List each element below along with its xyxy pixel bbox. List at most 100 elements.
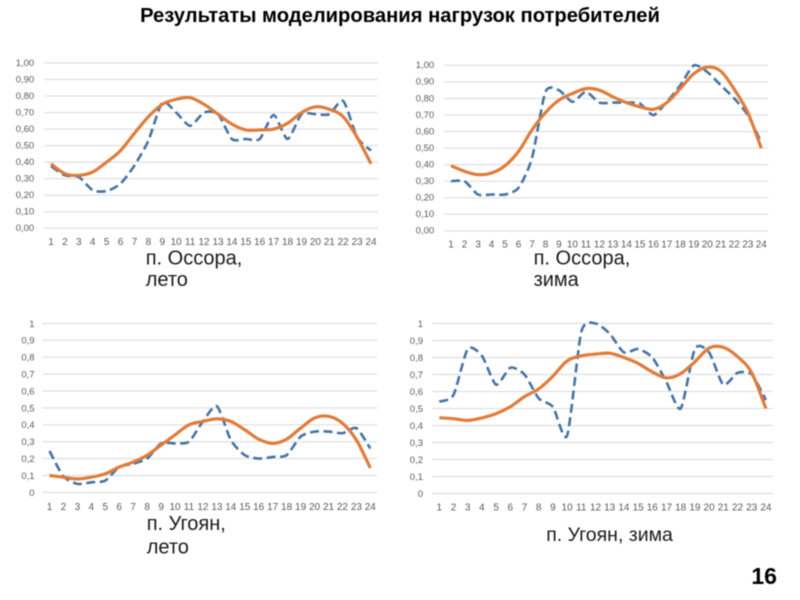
svg-text:3: 3 bbox=[75, 502, 81, 513]
svg-text:24: 24 bbox=[756, 239, 768, 250]
svg-text:п. Оссора,: п. Оссора, bbox=[534, 248, 631, 270]
svg-text:0,4: 0,4 bbox=[21, 420, 34, 431]
svg-text:16: 16 bbox=[751, 563, 777, 589]
svg-text:16: 16 bbox=[254, 237, 266, 248]
svg-text:5: 5 bbox=[103, 502, 109, 513]
svg-text:7: 7 bbox=[522, 503, 528, 514]
svg-text:0,20: 0,20 bbox=[16, 190, 35, 201]
svg-text:0,5: 0,5 bbox=[21, 403, 34, 414]
svg-text:19: 19 bbox=[296, 237, 308, 248]
svg-text:2: 2 bbox=[61, 502, 67, 513]
svg-text:15: 15 bbox=[240, 237, 252, 248]
svg-text:24: 24 bbox=[365, 237, 377, 248]
svg-text:0,2: 0,2 bbox=[21, 454, 34, 465]
svg-text:20: 20 bbox=[704, 503, 716, 514]
svg-text:0,10: 0,10 bbox=[16, 207, 35, 218]
svg-text:0,5: 0,5 bbox=[410, 404, 423, 415]
svg-text:9: 9 bbox=[160, 237, 166, 248]
svg-text:22: 22 bbox=[729, 239, 741, 250]
svg-text:0,70: 0,70 bbox=[16, 107, 35, 118]
svg-text:2: 2 bbox=[62, 237, 68, 248]
svg-text:15: 15 bbox=[633, 503, 645, 514]
svg-text:22: 22 bbox=[732, 503, 744, 514]
svg-text:8: 8 bbox=[543, 239, 549, 250]
svg-text:17: 17 bbox=[661, 503, 673, 514]
svg-text:0,50: 0,50 bbox=[416, 143, 435, 154]
svg-text:0,50: 0,50 bbox=[16, 140, 35, 151]
svg-text:4: 4 bbox=[489, 239, 495, 250]
svg-text:22: 22 bbox=[337, 502, 349, 513]
svg-text:12: 12 bbox=[594, 239, 606, 250]
svg-text:0,00: 0,00 bbox=[416, 226, 435, 237]
svg-text:21: 21 bbox=[324, 237, 336, 248]
svg-text:зима: зима bbox=[534, 269, 580, 291]
svg-text:24: 24 bbox=[365, 502, 377, 513]
svg-text:6: 6 bbox=[116, 502, 122, 513]
svg-text:0,40: 0,40 bbox=[416, 160, 435, 171]
svg-text:21: 21 bbox=[718, 503, 730, 514]
svg-text:п. Угоян, зима: п. Угоян, зима bbox=[546, 524, 673, 546]
svg-text:8: 8 bbox=[144, 502, 150, 513]
svg-text:3: 3 bbox=[475, 239, 481, 250]
svg-text:0,3: 0,3 bbox=[410, 438, 423, 449]
svg-text:20: 20 bbox=[309, 502, 321, 513]
svg-text:4: 4 bbox=[89, 502, 95, 513]
svg-text:17: 17 bbox=[267, 502, 279, 513]
svg-text:17: 17 bbox=[268, 237, 280, 248]
svg-text:14: 14 bbox=[618, 503, 630, 514]
svg-text:0: 0 bbox=[29, 488, 34, 499]
svg-text:11: 11 bbox=[184, 502, 195, 513]
svg-text:0,40: 0,40 bbox=[16, 157, 35, 168]
svg-text:14: 14 bbox=[621, 239, 633, 250]
svg-text:16: 16 bbox=[648, 239, 660, 250]
svg-text:9: 9 bbox=[556, 239, 562, 250]
svg-text:2: 2 bbox=[462, 239, 468, 250]
svg-text:6: 6 bbox=[508, 503, 514, 514]
svg-text:0,1: 0,1 bbox=[410, 472, 423, 483]
svg-text:13: 13 bbox=[607, 239, 619, 250]
svg-text:1: 1 bbox=[437, 503, 443, 514]
svg-text:11: 11 bbox=[581, 239, 592, 250]
svg-text:5: 5 bbox=[502, 239, 508, 250]
svg-text:2: 2 bbox=[451, 503, 457, 514]
svg-text:0,80: 0,80 bbox=[416, 93, 435, 104]
svg-text:23: 23 bbox=[742, 239, 754, 250]
svg-text:19: 19 bbox=[295, 502, 307, 513]
svg-text:14: 14 bbox=[225, 502, 237, 513]
svg-text:0,4: 0,4 bbox=[410, 421, 423, 432]
svg-text:9: 9 bbox=[158, 502, 164, 513]
svg-text:0,6: 0,6 bbox=[21, 386, 34, 397]
svg-text:5: 5 bbox=[493, 503, 499, 514]
svg-text:23: 23 bbox=[351, 502, 363, 513]
svg-text:8: 8 bbox=[146, 237, 152, 248]
svg-text:4: 4 bbox=[90, 237, 96, 248]
svg-text:Результаты моделирования нагру: Результаты моделирования нагрузок потреб… bbox=[140, 5, 660, 27]
svg-text:0: 0 bbox=[418, 489, 423, 500]
svg-text:19: 19 bbox=[688, 239, 700, 250]
svg-text:18: 18 bbox=[281, 502, 293, 513]
svg-text:3: 3 bbox=[76, 237, 82, 248]
svg-text:0,20: 0,20 bbox=[416, 193, 435, 204]
svg-text:0,60: 0,60 bbox=[16, 124, 35, 135]
svg-text:18: 18 bbox=[282, 237, 294, 248]
svg-text:20: 20 bbox=[310, 237, 322, 248]
svg-text:0,8: 0,8 bbox=[410, 353, 423, 364]
svg-text:0,7: 0,7 bbox=[410, 370, 423, 381]
svg-text:0,70: 0,70 bbox=[416, 110, 435, 121]
svg-text:0,00: 0,00 bbox=[16, 223, 35, 234]
svg-text:0,90: 0,90 bbox=[416, 77, 435, 88]
svg-text:19: 19 bbox=[689, 503, 701, 514]
svg-text:3: 3 bbox=[465, 503, 471, 514]
svg-text:0,9: 0,9 bbox=[410, 336, 423, 347]
svg-text:0,30: 0,30 bbox=[16, 173, 35, 184]
svg-text:18: 18 bbox=[675, 503, 687, 514]
svg-text:12: 12 bbox=[590, 503, 602, 514]
svg-text:12: 12 bbox=[197, 502, 209, 513]
svg-text:11: 11 bbox=[576, 503, 587, 514]
svg-text:20: 20 bbox=[702, 239, 714, 250]
svg-text:0,9: 0,9 bbox=[21, 336, 34, 347]
svg-text:0,1: 0,1 bbox=[21, 471, 34, 482]
svg-text:7: 7 bbox=[529, 239, 535, 250]
svg-text:16: 16 bbox=[253, 502, 265, 513]
svg-text:0,8: 0,8 bbox=[21, 353, 34, 364]
